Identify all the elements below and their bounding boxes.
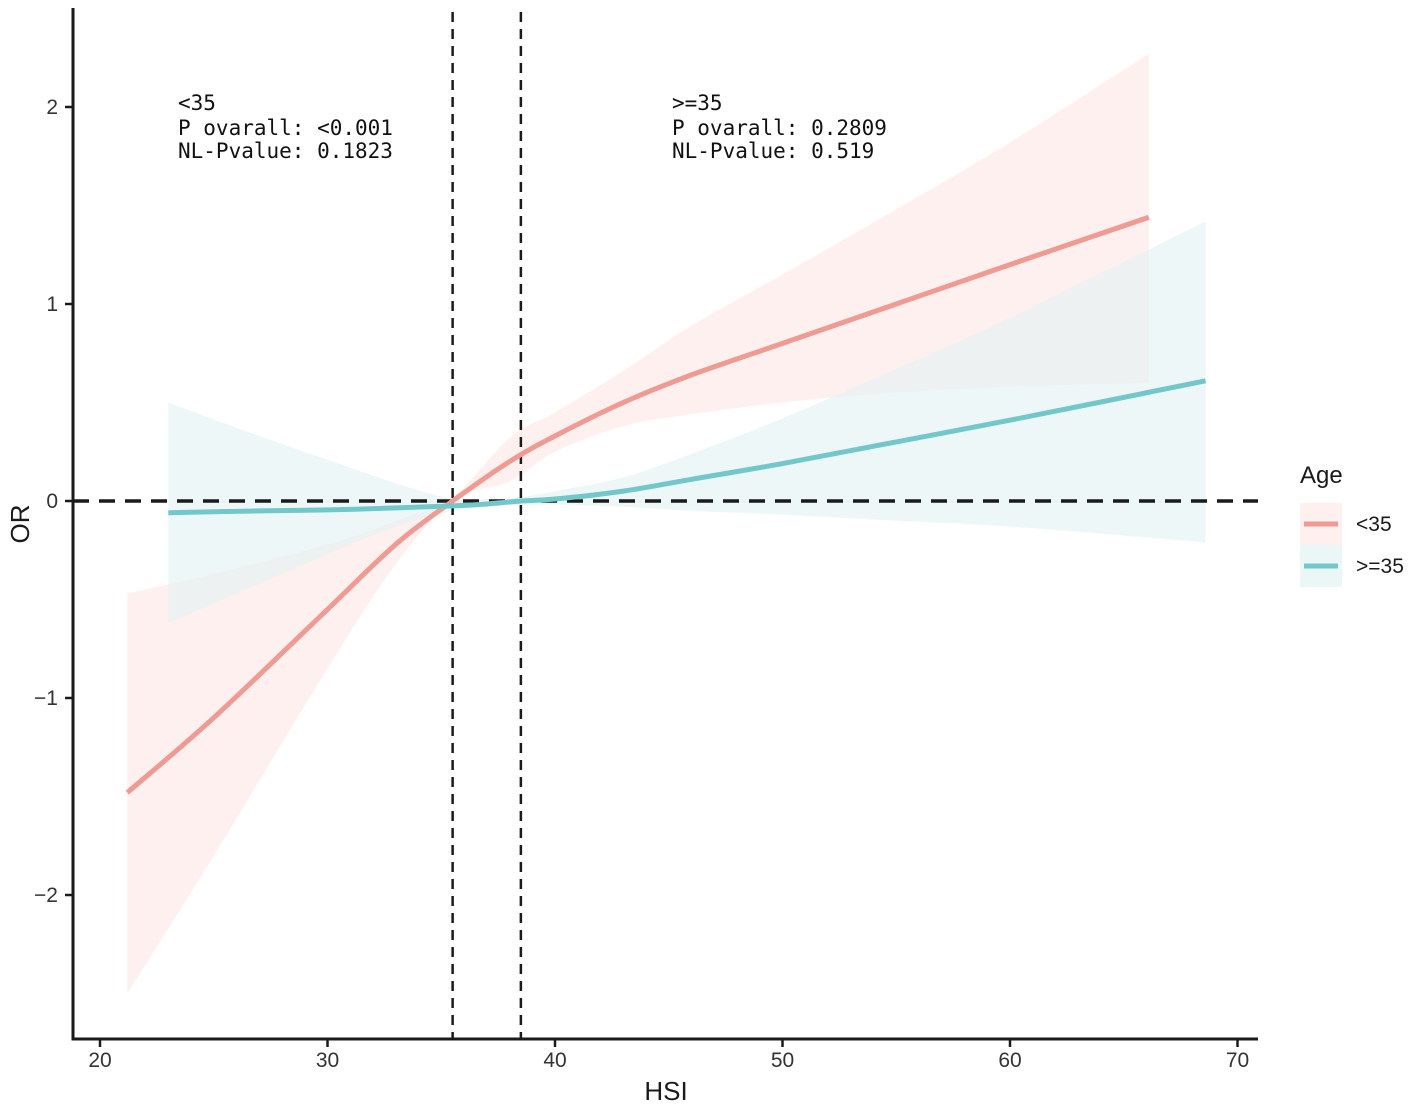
annotation-lt35-line-1: <35 bbox=[178, 91, 216, 115]
x-tick-label-40: 40 bbox=[543, 1049, 566, 1072]
spline-curves bbox=[125, 214, 1207, 795]
y-ticks: −2 −1 0 1 2 bbox=[34, 96, 73, 907]
confidence-band-ge35 bbox=[168, 221, 1206, 624]
annotation-lt35-line-2: P ovarall: <0.001 bbox=[178, 116, 393, 140]
axes bbox=[71, 8, 1258, 1041]
x-tick-label-60: 60 bbox=[998, 1049, 1021, 1072]
reference-lines bbox=[73, 12, 1258, 1039]
y-tick-label--2: −2 bbox=[34, 884, 58, 907]
annotation-lt35: <35 P ovarall: <0.001 NL-Pvalue: 0.1823 bbox=[178, 91, 393, 163]
legend-title: Age bbox=[1300, 462, 1343, 489]
legend-label-ge35: >=35 bbox=[1356, 555, 1404, 578]
y-axis-title: OR bbox=[5, 505, 35, 544]
series-line-lt35 bbox=[125, 214, 1150, 795]
annotation-lt35-line-3: NL-Pvalue: 0.1823 bbox=[178, 139, 393, 163]
x-tick-label-70: 70 bbox=[1226, 1049, 1249, 1072]
y-tick-label-1: 1 bbox=[46, 293, 58, 316]
series-line-ge35 bbox=[168, 378, 1207, 516]
annotation-ge35-line-2: P ovarall: 0.2809 bbox=[672, 116, 887, 140]
x-axis-title: HSI bbox=[644, 1076, 687, 1106]
annotation-ge35-line-1: >=35 bbox=[672, 91, 723, 115]
confidence-band-lt35 bbox=[127, 53, 1149, 994]
x-ticks: 20 30 40 50 60 70 bbox=[88, 1039, 1249, 1072]
annotation-ge35: >=35 P ovarall: 0.2809 NL-Pvalue: 0.519 bbox=[672, 91, 887, 163]
legend-label-lt35: <35 bbox=[1356, 513, 1392, 536]
x-tick-label-20: 20 bbox=[88, 1049, 111, 1072]
annotation-ge35-line-3: NL-Pvalue: 0.519 bbox=[672, 139, 874, 163]
y-tick-label-2: 2 bbox=[46, 96, 58, 119]
y-tick-label-0: 0 bbox=[46, 490, 58, 513]
x-tick-label-30: 30 bbox=[316, 1049, 339, 1072]
legend: Age <35 >=35 bbox=[1300, 462, 1404, 587]
y-tick-label--1: −1 bbox=[34, 687, 58, 710]
x-tick-label-50: 50 bbox=[771, 1049, 794, 1072]
confidence-bands bbox=[127, 53, 1206, 994]
